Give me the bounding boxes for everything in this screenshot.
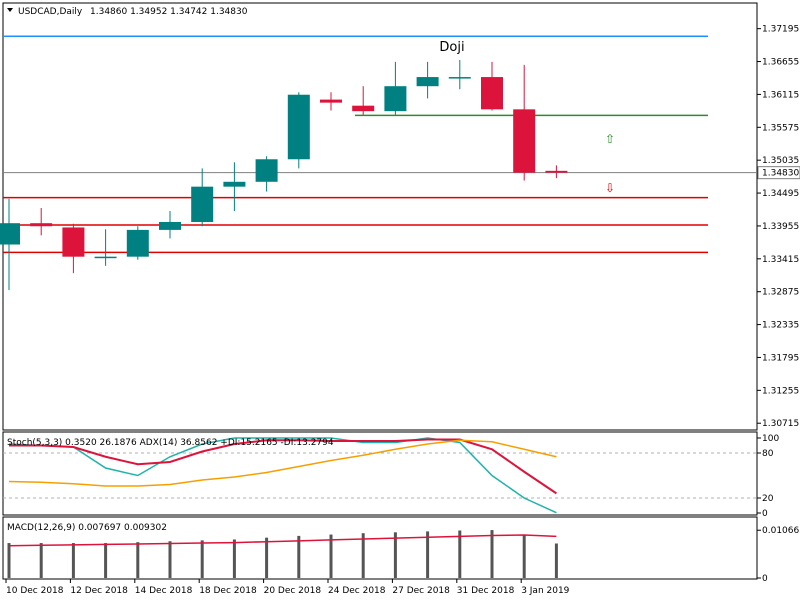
price-tick-label: 1.35575	[762, 123, 799, 133]
price-tick-label: 1.31255	[762, 386, 799, 396]
stoch-tick-label: 20	[762, 494, 774, 504]
candle-body	[94, 256, 117, 259]
time-tick-label: 18 Dec 2018	[199, 586, 257, 596]
time-tick-label: 12 Dec 2018	[70, 586, 128, 596]
stoch-adx-title: Stoch(5,3,3) 0.3520 26.1876 ADX(14) 36.8…	[7, 438, 334, 448]
macd-signal-line	[8, 534, 557, 547]
candle-body	[384, 86, 407, 112]
stoch-tick-label: 0	[762, 509, 768, 519]
price-tick-label: 1.36115	[762, 90, 799, 100]
time-tick-label: 10 Dec 2018	[6, 586, 64, 596]
chevron-down-icon[interactable]	[7, 8, 13, 12]
stoch-series-2	[8, 439, 557, 487]
time-tick-label: 27 Dec 2018	[392, 586, 450, 596]
price-tick-label: 1.36655	[762, 58, 799, 68]
candle-body	[448, 77, 471, 79]
current-price-label: 1.34830	[762, 169, 799, 179]
candle-body	[191, 186, 214, 222]
stoch-tick-label: 100	[762, 434, 779, 444]
candle-body	[126, 229, 149, 257]
candle-body	[352, 105, 375, 112]
time-tick-label: 3 Jan 2019	[521, 586, 569, 596]
time-tick-label: 31 Dec 2018	[457, 586, 515, 596]
candle-body	[30, 223, 53, 227]
time-tick-label: 14 Dec 2018	[135, 586, 193, 596]
candle-body	[159, 221, 181, 230]
price-tick-label: 1.32335	[762, 321, 799, 331]
time-axis: 10 Dec 2018 12 Dec 2018 14 Dec 2018 18 Dec …	[5, 579, 570, 596]
down-arrow-icon: ⇩	[605, 181, 615, 195]
price-tick-label: 1.32875	[762, 288, 799, 298]
price-tick-label: 1.37195	[762, 25, 799, 35]
price-tick-label: 1.30715	[762, 419, 799, 429]
price-axis: 1.37195 1.36655 1.36115 1.35575 1.35035 1.344…	[757, 25, 800, 429]
candle-body	[223, 181, 246, 187]
price-horizontal-lines	[3, 35, 757, 254]
stoch-series-0	[8, 437, 557, 514]
price-tick-label: 1.35035	[762, 156, 799, 166]
price-pane-border	[2, 2, 758, 431]
candle-body	[255, 159, 278, 182]
macd-tick-label: 0.010663	[762, 526, 800, 536]
price-tick-label: 1.33415	[762, 255, 799, 265]
stoch-pane-border	[2, 431, 758, 516]
stoch-tick-label: 80	[762, 449, 774, 459]
candle-body	[287, 94, 310, 160]
candle-body	[62, 227, 85, 257]
candle-body	[513, 109, 536, 173]
symbol-label: USDCAD,Daily	[18, 7, 83, 17]
up-arrow-icon: ⇧	[605, 132, 615, 146]
candle-body	[320, 99, 342, 103]
stoch-adx-indicator: 100 80 20 0	[3, 434, 779, 519]
current-price-box	[757, 166, 800, 180]
ohlc-values: 1.34860 1.34952 1.34742 1.34830	[90, 7, 248, 17]
macd-title: MACD(12,26,9) 0.007697 0.009302	[7, 523, 167, 533]
time-tick-label: 24 Dec 2018	[328, 586, 386, 596]
macd-pane-border	[2, 516, 758, 580]
price-tick-label: 1.34495	[762, 189, 799, 199]
candle-body	[481, 77, 503, 110]
macd-tick-label: 0	[762, 574, 768, 584]
doji-label: Doji	[439, 40, 464, 55]
macd-indicator: 0.010663 0	[7, 526, 800, 584]
price-tick-label: 1.31795	[762, 353, 799, 363]
candle-body	[545, 170, 568, 173]
candle-body	[416, 77, 439, 87]
time-tick-label: 20 Dec 2018	[264, 586, 322, 596]
price-tick-label: 1.33955	[762, 222, 799, 232]
candles-group	[0, 60, 568, 291]
candle-body	[0, 223, 20, 245]
